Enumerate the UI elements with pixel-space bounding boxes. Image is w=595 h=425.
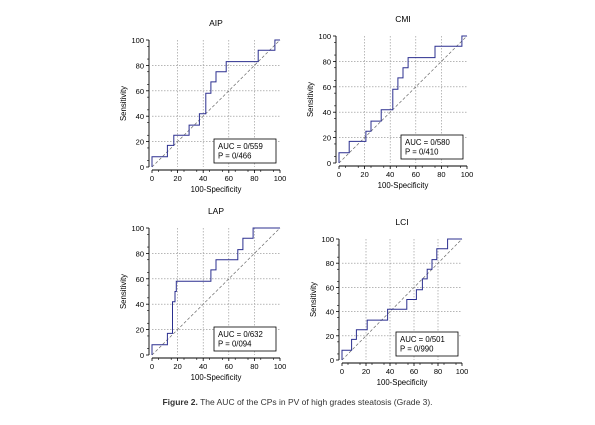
x-axis-label: 100-Specificity — [191, 185, 242, 194]
y-tick-label: 100 — [318, 32, 331, 41]
y-tick-label: 60 — [136, 87, 144, 96]
panel-title: LCI — [395, 217, 408, 227]
x-tick-label: 0 — [150, 174, 154, 183]
x-tick-label: 80 — [434, 367, 442, 376]
annotation-box — [213, 138, 277, 164]
y-tick-label: 80 — [323, 57, 331, 66]
roc-curve — [151, 39, 280, 167]
x-tick-label: 60 — [225, 362, 233, 371]
annotation-box — [400, 134, 464, 160]
y-tick-label: 60 — [323, 83, 331, 92]
x-tick-label: 40 — [199, 174, 207, 183]
x-tick-label: 100 — [461, 170, 474, 179]
x-tick-label: 60 — [412, 170, 420, 179]
y-tick-label: 40 — [136, 112, 144, 121]
p-value: P = 0/410 — [405, 148, 439, 157]
x-tick-label: 20 — [173, 362, 181, 371]
x-tick-label: 80 — [250, 362, 258, 371]
y-tick-label: 100 — [131, 36, 144, 45]
y-tick-label: 20 — [136, 138, 144, 147]
x-tick-label: 0 — [340, 367, 344, 376]
p-value: P = 0/466 — [218, 152, 251, 161]
y-tick-label: 60 — [136, 275, 144, 284]
x-tick-label: 80 — [250, 174, 258, 183]
y-axis-label: Sensitivity — [119, 86, 128, 121]
y-tick-label: 0 — [140, 163, 144, 172]
annotation-box — [213, 326, 277, 352]
caption-label: Figure 2. — [162, 397, 198, 407]
x-tick-label: 60 — [410, 367, 418, 376]
x-tick-label: 100 — [274, 362, 287, 371]
y-axis-label: Sensitivity — [309, 282, 318, 317]
x-tick-label: 40 — [386, 170, 394, 179]
roc-panel-aip: AIP 0 20 40 60 80 100 0 20 40 60 80 100 100-Specifici… — [119, 18, 286, 194]
reference-diagonal — [341, 238, 463, 361]
y-tick-label: 80 — [136, 249, 144, 258]
x-tick-label: 40 — [386, 367, 394, 376]
y-axis-label: Sensitivity — [306, 82, 315, 117]
panel-title: AIP — [209, 18, 223, 28]
roc-curve — [151, 227, 280, 355]
x-tick-label: 0 — [150, 362, 154, 371]
roc-curve — [338, 35, 467, 163]
y-tick-label: 0 — [327, 159, 331, 168]
x-tick-label: 40 — [199, 362, 207, 371]
x-tick-label: 60 — [225, 174, 233, 183]
y-tick-label: 0 — [140, 351, 144, 360]
y-tick-label: 100 — [321, 235, 334, 244]
x-tick-label: 0 — [337, 170, 341, 179]
y-tick-label: 20 — [136, 326, 144, 335]
y-tick-label: 20 — [326, 332, 334, 341]
x-tick-label: 20 — [362, 367, 370, 376]
annotation-box — [395, 331, 459, 357]
caption-text: The AUC of the CPs in PV of high grades … — [197, 397, 433, 407]
x-tick-label: 20 — [173, 174, 181, 183]
x-tick-label: 100 — [456, 367, 469, 376]
p-value: P = 0/094 — [218, 340, 252, 349]
x-tick-label: 20 — [360, 170, 368, 179]
x-axis-label: 100-Specificity — [377, 378, 428, 387]
y-tick-label: 60 — [326, 283, 334, 292]
y-tick-label: 80 — [326, 259, 334, 268]
x-tick-label: 100 — [274, 174, 287, 183]
y-tick-label: 100 — [131, 224, 144, 233]
x-axis-label: 100-Specificity — [191, 373, 242, 382]
y-tick-label: 0 — [330, 356, 334, 365]
y-tick-label: 40 — [323, 108, 331, 117]
p-value: P = 0/990 — [400, 345, 434, 354]
auc-value: AUC = 0/501 — [400, 335, 445, 344]
roc-panel-lap: LAP 0 20 40 60 80 100 0 20 40 60 80 100 100-Specifici… — [119, 206, 286, 382]
y-tick-label: 80 — [136, 61, 144, 70]
x-axis-label: 100-Specificity — [378, 181, 429, 190]
y-axis-label: Sensitivity — [119, 274, 128, 309]
roc-panel-lci: LCI 0 20 40 60 80 100 0 20 40 60 80 100 100-Specifici… — [309, 217, 468, 387]
auc-value: AUC = 0/559 — [218, 142, 263, 151]
reference-diagonal — [151, 227, 281, 356]
x-tick-label: 80 — [437, 170, 445, 179]
roc-curve — [341, 238, 462, 360]
y-tick-label: 40 — [326, 308, 334, 317]
roc-panel-cmi: CMI 0 20 40 60 80 100 0 20 40 60 80 100 100-Specifici… — [306, 14, 473, 190]
auc-value: AUC = 0/580 — [405, 138, 451, 147]
figure-caption: Figure 2. The AUC of the CPs in PV of hi… — [0, 397, 595, 407]
y-tick-label: 40 — [136, 300, 144, 309]
panel-title: LAP — [208, 206, 224, 216]
panel-title: CMI — [395, 14, 411, 24]
auc-value: AUC = 0/632 — [218, 330, 263, 339]
y-tick-label: 20 — [323, 134, 331, 143]
